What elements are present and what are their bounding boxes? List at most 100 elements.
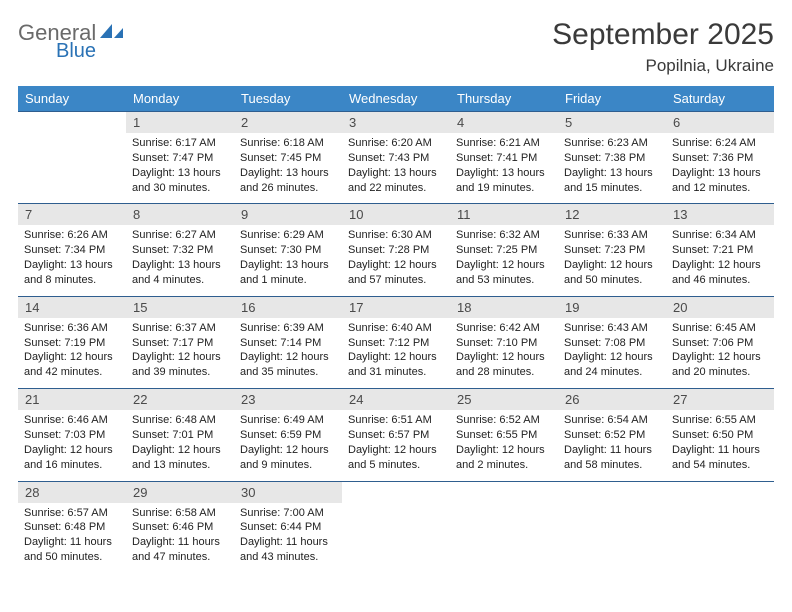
day-cell: 7Sunrise: 6:26 AMSunset: 7:34 PMDaylight… bbox=[18, 204, 126, 296]
weekday-header: Thursday bbox=[450, 86, 558, 112]
day-cell: 6Sunrise: 6:24 AMSunset: 7:36 PMDaylight… bbox=[666, 112, 774, 204]
day-body: Sunrise: 6:58 AMSunset: 6:46 PMDaylight:… bbox=[126, 503, 234, 573]
day-body: Sunrise: 7:00 AMSunset: 6:44 PMDaylight:… bbox=[234, 503, 342, 573]
day-cell: 19Sunrise: 6:43 AMSunset: 7:08 PMDayligh… bbox=[558, 296, 666, 388]
day-cell: 4Sunrise: 6:21 AMSunset: 7:41 PMDaylight… bbox=[450, 112, 558, 204]
day-cell: 14Sunrise: 6:36 AMSunset: 7:19 PMDayligh… bbox=[18, 296, 126, 388]
day-body: Sunrise: 6:40 AMSunset: 7:12 PMDaylight:… bbox=[342, 318, 450, 388]
day-number: 9 bbox=[234, 204, 342, 225]
day-body: Sunrise: 6:36 AMSunset: 7:19 PMDaylight:… bbox=[18, 318, 126, 388]
day-number: 5 bbox=[558, 112, 666, 133]
day-body: Sunrise: 6:24 AMSunset: 7:36 PMDaylight:… bbox=[666, 133, 774, 203]
day-number: 21 bbox=[18, 389, 126, 410]
week-row: ..1Sunrise: 6:17 AMSunset: 7:47 PMDaylig… bbox=[18, 112, 774, 204]
weekday-header: Saturday bbox=[666, 86, 774, 112]
day-body: Sunrise: 6:33 AMSunset: 7:23 PMDaylight:… bbox=[558, 225, 666, 295]
day-number: 4 bbox=[450, 112, 558, 133]
day-body: Sunrise: 6:20 AMSunset: 7:43 PMDaylight:… bbox=[342, 133, 450, 203]
day-cell: .. bbox=[450, 481, 558, 573]
day-body: Sunrise: 6:34 AMSunset: 7:21 PMDaylight:… bbox=[666, 225, 774, 295]
day-body: Sunrise: 6:52 AMSunset: 6:55 PMDaylight:… bbox=[450, 410, 558, 480]
day-number: 7 bbox=[18, 204, 126, 225]
logo-text-blue: Blue bbox=[56, 40, 96, 63]
day-cell: 20Sunrise: 6:45 AMSunset: 7:06 PMDayligh… bbox=[666, 296, 774, 388]
day-cell: 28Sunrise: 6:57 AMSunset: 6:48 PMDayligh… bbox=[18, 481, 126, 573]
day-number: 27 bbox=[666, 389, 774, 410]
day-cell: 27Sunrise: 6:55 AMSunset: 6:50 PMDayligh… bbox=[666, 389, 774, 481]
weekday-header: Wednesday bbox=[342, 86, 450, 112]
week-row: 21Sunrise: 6:46 AMSunset: 7:03 PMDayligh… bbox=[18, 389, 774, 481]
month-title: September 2025 bbox=[552, 18, 774, 52]
header: General Blue September 2025 Popilnia, Uk… bbox=[18, 18, 774, 76]
day-number: 14 bbox=[18, 297, 126, 318]
day-cell: 2Sunrise: 6:18 AMSunset: 7:45 PMDaylight… bbox=[234, 112, 342, 204]
day-cell: .. bbox=[558, 481, 666, 573]
logo-triangle-icon bbox=[100, 24, 112, 38]
day-number: 10 bbox=[342, 204, 450, 225]
day-number: 17 bbox=[342, 297, 450, 318]
day-body: Sunrise: 6:49 AMSunset: 6:59 PMDaylight:… bbox=[234, 410, 342, 480]
weekday-header-row: SundayMondayTuesdayWednesdayThursdayFrid… bbox=[18, 86, 774, 112]
day-number: 28 bbox=[18, 482, 126, 503]
weekday-header: Friday bbox=[558, 86, 666, 112]
day-body: Sunrise: 6:54 AMSunset: 6:52 PMDaylight:… bbox=[558, 410, 666, 480]
day-cell: 17Sunrise: 6:40 AMSunset: 7:12 PMDayligh… bbox=[342, 296, 450, 388]
day-cell: 5Sunrise: 6:23 AMSunset: 7:38 PMDaylight… bbox=[558, 112, 666, 204]
day-cell: .. bbox=[666, 481, 774, 573]
day-cell: 10Sunrise: 6:30 AMSunset: 7:28 PMDayligh… bbox=[342, 204, 450, 296]
day-number: 6 bbox=[666, 112, 774, 133]
day-number: 3 bbox=[342, 112, 450, 133]
day-cell: 15Sunrise: 6:37 AMSunset: 7:17 PMDayligh… bbox=[126, 296, 234, 388]
day-body: Sunrise: 6:27 AMSunset: 7:32 PMDaylight:… bbox=[126, 225, 234, 295]
day-number: 26 bbox=[558, 389, 666, 410]
weekday-header: Monday bbox=[126, 86, 234, 112]
day-body: Sunrise: 6:18 AMSunset: 7:45 PMDaylight:… bbox=[234, 133, 342, 203]
day-cell: .. bbox=[18, 112, 126, 204]
week-row: 28Sunrise: 6:57 AMSunset: 6:48 PMDayligh… bbox=[18, 481, 774, 573]
day-cell: 25Sunrise: 6:52 AMSunset: 6:55 PMDayligh… bbox=[450, 389, 558, 481]
day-cell: 26Sunrise: 6:54 AMSunset: 6:52 PMDayligh… bbox=[558, 389, 666, 481]
day-body: Sunrise: 6:55 AMSunset: 6:50 PMDaylight:… bbox=[666, 410, 774, 480]
day-body: Sunrise: 6:37 AMSunset: 7:17 PMDaylight:… bbox=[126, 318, 234, 388]
day-number: 15 bbox=[126, 297, 234, 318]
day-number: 16 bbox=[234, 297, 342, 318]
day-cell: 24Sunrise: 6:51 AMSunset: 6:57 PMDayligh… bbox=[342, 389, 450, 481]
day-number: 22 bbox=[126, 389, 234, 410]
day-number: 20 bbox=[666, 297, 774, 318]
day-body: Sunrise: 6:51 AMSunset: 6:57 PMDaylight:… bbox=[342, 410, 450, 480]
weekday-header: Sunday bbox=[18, 86, 126, 112]
day-cell: 13Sunrise: 6:34 AMSunset: 7:21 PMDayligh… bbox=[666, 204, 774, 296]
day-number: 18 bbox=[450, 297, 558, 318]
day-cell: .. bbox=[342, 481, 450, 573]
day-number: 19 bbox=[558, 297, 666, 318]
day-body: Sunrise: 6:26 AMSunset: 7:34 PMDaylight:… bbox=[18, 225, 126, 295]
day-number: 29 bbox=[126, 482, 234, 503]
day-number: 2 bbox=[234, 112, 342, 133]
day-number: 25 bbox=[450, 389, 558, 410]
day-number: 24 bbox=[342, 389, 450, 410]
day-cell: 1Sunrise: 6:17 AMSunset: 7:47 PMDaylight… bbox=[126, 112, 234, 204]
day-number: 12 bbox=[558, 204, 666, 225]
day-cell: 12Sunrise: 6:33 AMSunset: 7:23 PMDayligh… bbox=[558, 204, 666, 296]
day-cell: 11Sunrise: 6:32 AMSunset: 7:25 PMDayligh… bbox=[450, 204, 558, 296]
title-block: September 2025 Popilnia, Ukraine bbox=[552, 18, 774, 76]
day-cell: 9Sunrise: 6:29 AMSunset: 7:30 PMDaylight… bbox=[234, 204, 342, 296]
day-cell: 23Sunrise: 6:49 AMSunset: 6:59 PMDayligh… bbox=[234, 389, 342, 481]
day-cell: 22Sunrise: 6:48 AMSunset: 7:01 PMDayligh… bbox=[126, 389, 234, 481]
day-number: 30 bbox=[234, 482, 342, 503]
day-cell: 8Sunrise: 6:27 AMSunset: 7:32 PMDaylight… bbox=[126, 204, 234, 296]
week-row: 7Sunrise: 6:26 AMSunset: 7:34 PMDaylight… bbox=[18, 204, 774, 296]
day-cell: 30Sunrise: 7:00 AMSunset: 6:44 PMDayligh… bbox=[234, 481, 342, 573]
day-cell: 16Sunrise: 6:39 AMSunset: 7:14 PMDayligh… bbox=[234, 296, 342, 388]
calendar-body: ..1Sunrise: 6:17 AMSunset: 7:47 PMDaylig… bbox=[18, 112, 774, 573]
day-body: Sunrise: 6:21 AMSunset: 7:41 PMDaylight:… bbox=[450, 133, 558, 203]
day-number: 1 bbox=[126, 112, 234, 133]
location: Popilnia, Ukraine bbox=[552, 56, 774, 76]
day-body: Sunrise: 6:39 AMSunset: 7:14 PMDaylight:… bbox=[234, 318, 342, 388]
day-body: Sunrise: 6:32 AMSunset: 7:25 PMDaylight:… bbox=[450, 225, 558, 295]
logo-triangle-icon bbox=[114, 28, 123, 38]
day-body: Sunrise: 6:57 AMSunset: 6:48 PMDaylight:… bbox=[18, 503, 126, 573]
weekday-header: Tuesday bbox=[234, 86, 342, 112]
day-body: Sunrise: 6:29 AMSunset: 7:30 PMDaylight:… bbox=[234, 225, 342, 295]
calendar: SundayMondayTuesdayWednesdayThursdayFrid… bbox=[18, 86, 774, 573]
